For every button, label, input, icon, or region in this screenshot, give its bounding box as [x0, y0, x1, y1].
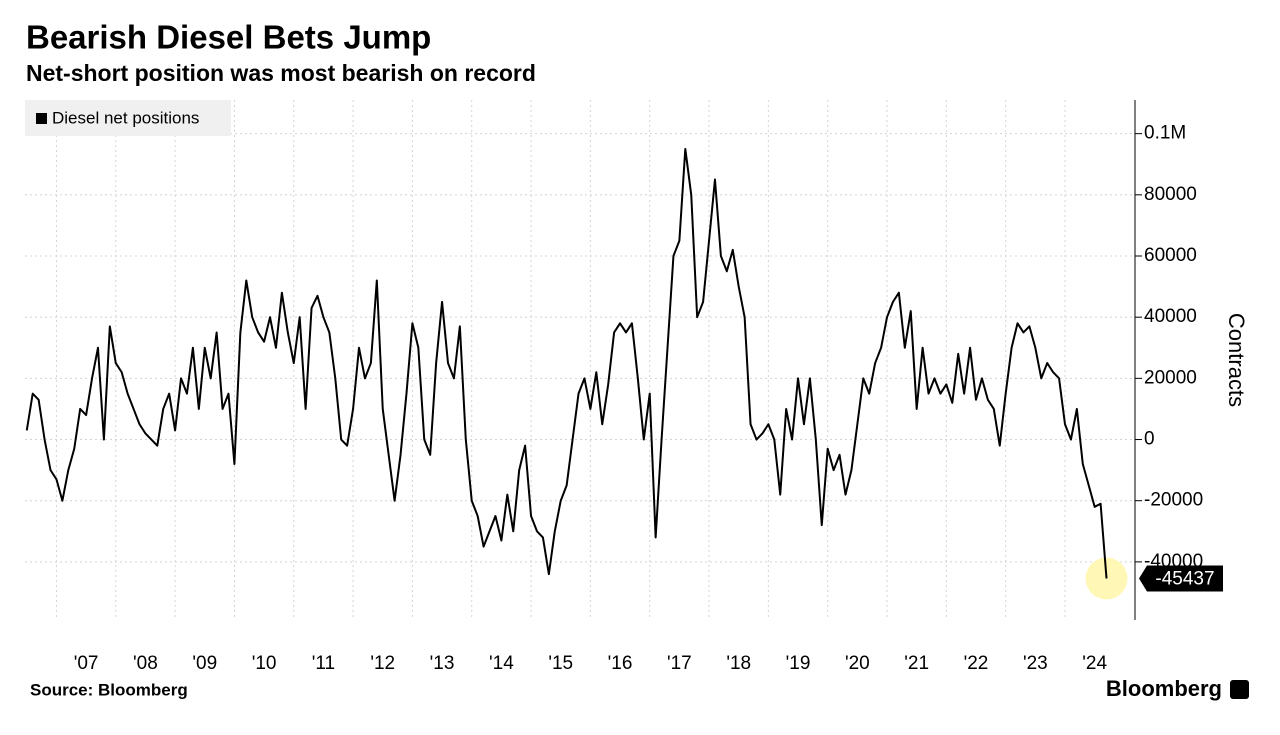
x-tick-label: '08: [133, 653, 158, 674]
plot: [25, 147, 1108, 579]
y-tick-label: -20000: [1144, 490, 1203, 511]
x-tick-label: '13: [430, 653, 455, 674]
x-tick-label: '19: [786, 653, 811, 674]
x-tick-label: '23: [1023, 653, 1048, 674]
x-tick-label: '24: [1082, 653, 1107, 674]
x-tick-label: '20: [845, 653, 870, 674]
x-tick-label: '18: [726, 653, 751, 674]
x-tick-label: '15: [548, 653, 573, 674]
x-tick-label: '10: [252, 653, 277, 674]
data-line: [25, 147, 1108, 579]
y-tick-label: 20000: [1144, 367, 1197, 388]
x-tick-label: '09: [192, 653, 217, 674]
x-tick-label: '07: [74, 653, 99, 674]
y-axis-title: Contracts: [1224, 313, 1249, 407]
y-tick-label: 80000: [1144, 184, 1197, 205]
grid: -40000-200000200004000060000800000.1M'07…: [25, 100, 1249, 674]
x-tick-label: '21: [904, 653, 929, 674]
x-tick-label: '22: [964, 653, 989, 674]
x-tick-label: '12: [370, 653, 395, 674]
chart-subtitle: Net-short position was most bearish on r…: [26, 60, 536, 86]
x-tick-label: '17: [667, 653, 692, 674]
legend-swatch: [36, 113, 47, 124]
y-tick-label: 40000: [1144, 306, 1197, 327]
y-tick-label: 0: [1144, 429, 1155, 450]
chart-title: Bearish Diesel Bets Jump: [26, 19, 431, 56]
last-value-highlight: [1085, 557, 1128, 600]
source: Source: Bloomberg: [30, 680, 188, 699]
legend-background: [25, 100, 231, 136]
legend: Diesel net positions: [25, 100, 231, 136]
legend-label: Diesel net positions: [52, 108, 199, 127]
last-value-label: -45437: [1155, 569, 1214, 590]
x-tick-label: '11: [312, 653, 335, 674]
overlay: Diesel net positions -45437: [25, 100, 1223, 592]
x-tick-label: '16: [608, 653, 633, 674]
y-tick-label: 60000: [1144, 245, 1197, 266]
y-tick-label: 0.1M: [1144, 123, 1186, 144]
x-tick-label: '14: [489, 653, 514, 674]
brand-icon: [1230, 680, 1249, 699]
last-value-box: [1139, 565, 1223, 592]
brand: Bloomberg: [1106, 676, 1222, 701]
